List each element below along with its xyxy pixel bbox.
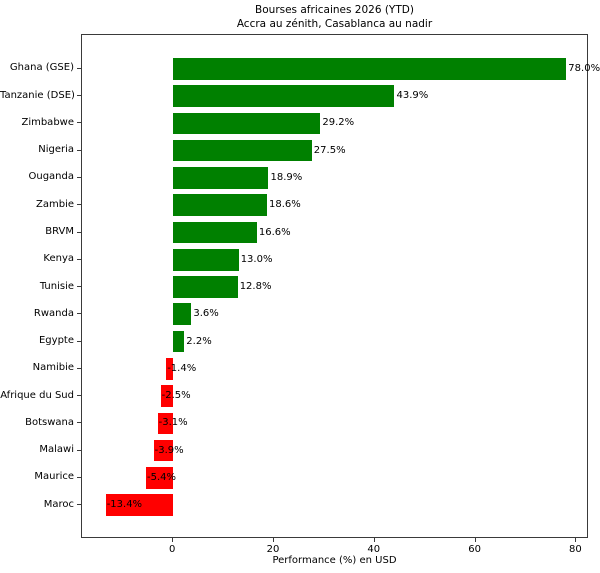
- ytick-mark-tunisie: [77, 286, 81, 287]
- bar-brvm: [173, 221, 257, 244]
- value-label-botswana: -3.1%: [158, 417, 188, 429]
- bar-ghana-gse: [173, 57, 567, 80]
- bar-tanzanie-dse: [173, 85, 395, 107]
- ytick-mark-kenya: [77, 258, 81, 260]
- ytick-label-maroc: Maroc: [43, 498, 74, 510]
- xtick-mark-0: [172, 538, 174, 542]
- ytick-label-malawi: Malawi: [39, 444, 74, 456]
- value-label-nigeria: 27.5%: [313, 144, 346, 156]
- bar-egypte: [173, 330, 185, 353]
- bar-zambie: [173, 194, 267, 217]
- value-label-rwanda: 3.6%: [193, 308, 219, 320]
- xtick-mark-60: [474, 538, 476, 542]
- x-axis-label: Performance (%) en USD: [272, 555, 397, 566]
- value-label-maroc: -13.4%: [106, 499, 143, 511]
- ytick-mark-maroc: [77, 504, 81, 506]
- xtick-label-20: 20: [266, 544, 280, 555]
- xtick-label-80: 80: [569, 544, 582, 555]
- ytick-mark-botswana: [77, 422, 81, 424]
- ytick-mark-ouganda: [77, 176, 81, 178]
- value-label-egypte: 2.2%: [186, 335, 212, 347]
- ytick-mark-zimbabwe: [77, 122, 81, 124]
- ytick-label-namibie: Namibie: [32, 362, 74, 374]
- bar-nigeria: [173, 139, 312, 162]
- bar-tunisie: [173, 276, 238, 298]
- ytick-label-afrique-du-sud: Afrique du Sud: [0, 389, 74, 401]
- bar-ouganda: [173, 167, 269, 189]
- value-label-tunisie: 12.8%: [239, 281, 272, 292]
- ytick-mark-namibie: [77, 367, 81, 369]
- xtick-label-0: 0: [169, 544, 176, 555]
- value-label-zambie: 18.6%: [269, 199, 301, 211]
- bar-botswana: [157, 412, 174, 435]
- value-label-maurice: -5.4%: [147, 471, 177, 483]
- ytick-label-zambie: Zambie: [36, 198, 74, 210]
- ytick-label-brvm: BRVM: [45, 226, 74, 237]
- value-label-ouganda: 18.9%: [270, 171, 303, 183]
- bar-maroc: [105, 494, 174, 517]
- chart-title: Bourses africaines 2026 (YTD) Accra au z…: [81, 3, 588, 31]
- bar-afrique-du-sud: [160, 385, 174, 407]
- bar-zimbabwe: [173, 112, 321, 135]
- bar-malawi: [153, 439, 174, 462]
- ytick-label-rwanda: Rwanda: [33, 307, 74, 319]
- value-label-kenya: 13.0%: [240, 253, 273, 265]
- chart-title-line1: Bourses africaines 2026 (YTD): [255, 4, 414, 16]
- ytick-label-kenya: Kenya: [43, 253, 74, 265]
- ytick-label-ghana-gse: Ghana (GSE): [9, 62, 74, 74]
- ytick-label-tunisie: Tunisie: [39, 280, 74, 292]
- value-label-tanzanie-dse: 43.9%: [396, 90, 429, 102]
- ytick-mark-zambie: [77, 204, 81, 206]
- bar-kenya: [173, 248, 239, 271]
- ytick-mark-tanzanie-dse: [77, 95, 81, 97]
- value-label-zimbabwe: 29.2%: [322, 117, 355, 129]
- bar-maurice: [146, 467, 174, 489]
- ytick-label-ouganda: Ouganda: [28, 171, 75, 183]
- xtick-mark-80: [575, 538, 577, 542]
- ytick-mark-maurice: [77, 476, 81, 478]
- value-label-brvm: 16.6%: [258, 226, 291, 238]
- bar-namibie: [166, 357, 174, 380]
- ytick-mark-nigeria: [77, 149, 81, 151]
- ytick-mark-egypte: [77, 340, 81, 342]
- plot-area: 78.0% 43.9% 29.2% 27.5% 18.9% 18.6% 16.6% 13.0%…: [81, 34, 600, 538]
- chart-title-line2: Accra au zénith, Casablanca au nadir: [236, 18, 433, 30]
- xtick-mark-40: [373, 538, 375, 542]
- ytick-label-botswana: Botswana: [25, 416, 74, 428]
- ytick-mark-rwanda: [77, 313, 81, 315]
- ytick-mark-brvm: [77, 231, 81, 233]
- bar-rwanda: [173, 303, 192, 326]
- ytick-mark-afrique-du-sud: [77, 395, 81, 397]
- ytick-label-tanzanie-dse: Tanzanie (DSE): [0, 89, 75, 101]
- ytick-label-egypte: Egypte: [38, 335, 74, 346]
- xtick-label-60: 60: [468, 544, 481, 555]
- ytick-label-maurice: Maurice: [34, 471, 74, 483]
- value-label-ghana-gse: 78.0%: [568, 62, 600, 74]
- xtick-label-40: 40: [367, 544, 381, 555]
- value-label-afrique-du-sud: -2.5%: [161, 390, 191, 402]
- ytick-mark-ghana-gse: [77, 67, 81, 69]
- value-label-malawi: -3.9%: [154, 444, 184, 456]
- ytick-label-nigeria: Nigeria: [38, 144, 74, 156]
- ytick-mark-malawi: [77, 449, 81, 451]
- ytick-label-zimbabwe: Zimbabwe: [21, 116, 74, 128]
- xtick-mark-20: [273, 538, 274, 542]
- value-label-namibie: -1.4%: [167, 362, 197, 374]
